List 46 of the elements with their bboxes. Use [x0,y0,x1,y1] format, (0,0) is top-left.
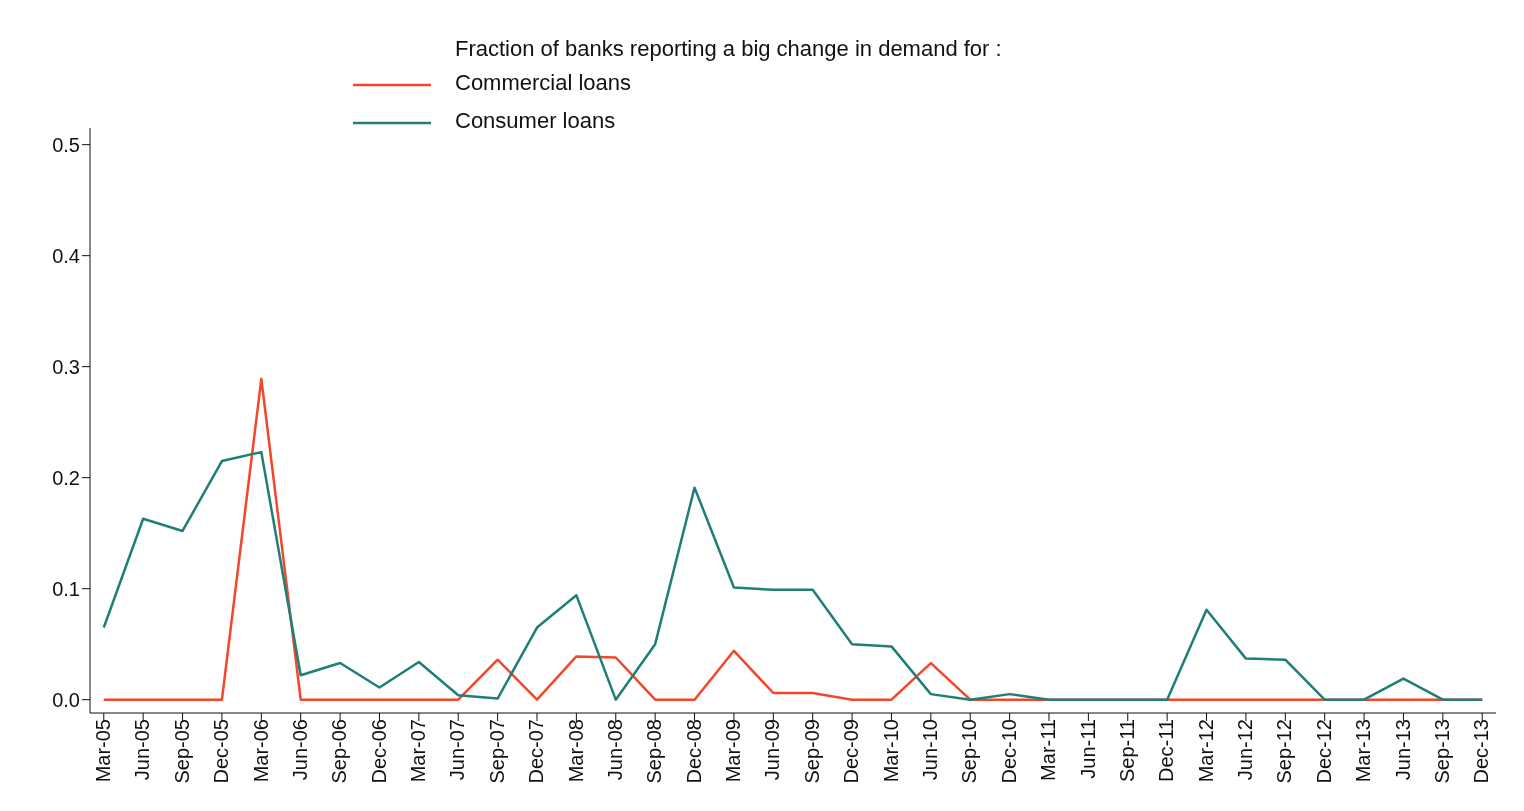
x-tick-label: Mar-07 [407,719,430,783]
x-tick-label: Mar-10 [879,719,902,783]
x-tick-label: Jun-08 [603,719,626,781]
x-tick-label: Mar-08 [564,719,587,783]
x-tick-label: Jun-10 [919,719,942,781]
x-tick-label: Sep-05 [170,719,193,784]
legend-label: Commercial loans [455,70,632,96]
x-tick-label: Jun-09 [761,719,784,781]
legend-label: Consumer loans [455,108,616,134]
line-series [102,450,1484,701]
y-tick-label: 0.0 [52,688,80,711]
y-tick-label: 0.2 [52,466,80,489]
x-tick-label: Sep-06 [328,719,351,784]
x-tick-label: Sep-08 [643,719,666,784]
x-tick-label: Mar-13 [1352,719,1375,783]
x-tick-label: Mar-12 [1194,719,1217,783]
legend-title: Fraction of banks reporting a big change in demand for : [455,36,1002,62]
x-tick-label: Dec-08 [682,719,705,784]
y-tick-label: 0.5 [52,133,80,156]
x-tick-label: Sep-09 [800,719,823,784]
x-tick-label: Dec-13 [1470,719,1493,784]
x-tick-label: Jun-07 [446,719,469,781]
x-tick-label: Sep-11 [1115,719,1138,783]
x-tick-label: Mar-05 [91,719,114,783]
x-tick-label: Jun-13 [1391,719,1414,781]
y-tick-label: 0.3 [52,355,80,378]
x-tick-label: Dec-05 [210,719,233,784]
x-tick-label: Sep-10 [958,719,981,784]
x-tick-label: Jun-05 [131,719,154,781]
x-tick-label: Sep-12 [1273,719,1296,784]
x-tick-label: Dec-11 [1155,719,1178,782]
x-tick-label: Dec-12 [1312,719,1335,784]
x-tick-label: Jun-11 [1076,719,1099,779]
y-tick-label: 0.1 [52,577,80,600]
x-tick-label: Mar-11 [1037,719,1060,781]
x-tick-label: Mar-09 [722,719,745,783]
x-tick-label: Dec-09 [840,719,863,784]
x-tick-label: Jun-12 [1234,719,1257,781]
x-tick-label: Mar-06 [249,719,272,783]
x-tick-label: Dec-07 [525,719,548,784]
y-tick-label: 0.4 [52,244,80,267]
x-tick-label: Jun-06 [288,719,311,781]
x-tick-label: Sep-13 [1431,719,1454,784]
x-tick-label: Dec-10 [997,719,1020,784]
x-tick-label: Dec-06 [367,719,390,784]
x-tick-label: Sep-07 [485,719,508,784]
